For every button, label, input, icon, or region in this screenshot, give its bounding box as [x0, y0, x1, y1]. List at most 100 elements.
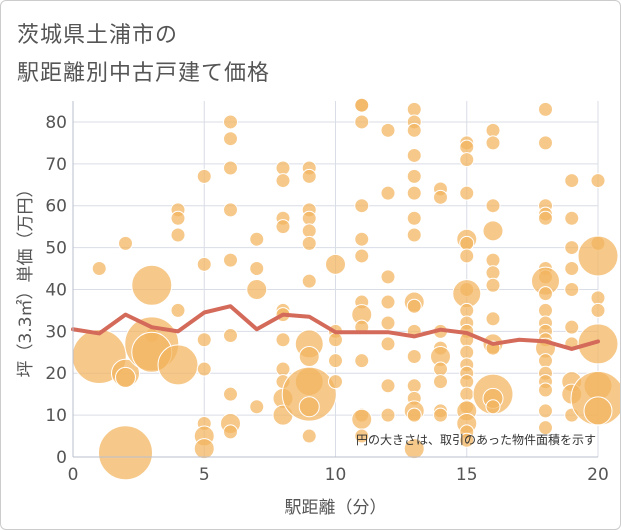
- scatter-bubble: [380, 336, 396, 352]
- scatter-bubble: [354, 248, 370, 264]
- scatter-bubble: [564, 319, 580, 335]
- y-axis-title: 坪（3.3㎡）単価（万円）: [16, 180, 36, 377]
- scatter-bubble: [485, 122, 501, 138]
- y-tick-label: 40: [45, 280, 67, 300]
- scatter-bubble: [433, 374, 448, 390]
- scatter-bubble: [298, 345, 320, 367]
- scatter-bubble: [433, 189, 448, 205]
- scatter-bubble: [328, 353, 343, 369]
- scatter-bubble: [275, 173, 291, 189]
- chart-title-line-1: 茨城県土浦市の: [17, 23, 179, 48]
- scatter-bubble: [301, 168, 317, 184]
- scatter-bubble: [354, 231, 370, 247]
- scatter-bubble: [196, 361, 212, 377]
- x-tick-label: 15: [456, 465, 478, 485]
- scatter-bubble: [196, 168, 212, 184]
- scatter-bubble: [590, 173, 606, 189]
- axis-frame: [72, 101, 598, 458]
- scatter-bubble: [485, 252, 501, 268]
- scatter-bubble: [118, 235, 133, 251]
- bubble-layer: [71, 97, 620, 481]
- scatter-bubble: [459, 302, 475, 318]
- scatter-bubble: [485, 277, 501, 293]
- scatter-bubble: [577, 323, 619, 365]
- scatter-bubble: [223, 252, 238, 268]
- scatter-bubble: [249, 261, 265, 277]
- scatter-bubble: [91, 261, 107, 277]
- scatter-bubble: [301, 428, 317, 444]
- scatter-bubble: [433, 361, 448, 377]
- scatter-bubble: [246, 278, 268, 300]
- scatter-bubble: [564, 281, 580, 297]
- x-tick-label: 10: [325, 465, 347, 485]
- scatter-bubble: [351, 408, 373, 430]
- scatter-bubble: [380, 315, 396, 331]
- scatter-bubble: [301, 273, 317, 289]
- x-axis-title: 駅距離（分）: [285, 498, 387, 518]
- average-line-layer: [71, 304, 600, 351]
- scatter-bubble: [564, 173, 580, 189]
- scatter-bubble: [249, 231, 265, 247]
- scatter-bubble: [170, 302, 186, 318]
- scatter-bubble: [406, 348, 422, 364]
- scatter-bubble: [459, 386, 475, 402]
- x-tick-label: 5: [199, 465, 210, 485]
- scatter-bubble: [115, 366, 136, 388]
- scatter-bubble: [281, 366, 337, 422]
- scatter-bubble: [223, 202, 238, 218]
- scatter-bubble: [328, 374, 343, 390]
- scatter-bubble: [485, 399, 501, 415]
- scatter-bubble: [223, 131, 238, 147]
- scatter-bubble: [538, 403, 553, 419]
- scatter-bubble: [459, 235, 475, 251]
- scatter-bubble: [406, 378, 422, 394]
- y-tick-label: 10: [45, 406, 67, 426]
- scatter-bubble: [275, 332, 291, 348]
- scatter-bubble: [403, 438, 425, 460]
- scatter-bubble: [170, 227, 186, 243]
- scatter-bubble: [354, 428, 370, 444]
- scatter-bubble: [583, 396, 613, 426]
- scatter-bubble: [564, 240, 580, 256]
- scatter-bubble: [459, 344, 475, 360]
- scatter-bubble: [406, 147, 422, 163]
- x-tick-label: 20: [587, 465, 609, 485]
- scatter-bubble: [98, 425, 153, 481]
- y-tick-label: 30: [45, 322, 67, 342]
- scatter-bubble: [538, 135, 553, 151]
- tick-labels: 0 5 10 15 20 0 10 20 30 40 50 60 70 80: [45, 113, 608, 485]
- scatter-bubble: [223, 386, 238, 402]
- scatter-bubble: [577, 235, 619, 277]
- y-tick-label: 0: [56, 448, 67, 468]
- scatter-bubble: [328, 332, 343, 348]
- scatter-bubble: [459, 432, 475, 448]
- y-tick-label: 20: [45, 364, 67, 384]
- scatter-bubble: [459, 139, 475, 155]
- scatter-bubble: [325, 253, 346, 275]
- scatter-bubble: [406, 185, 422, 201]
- scatter-bubble: [485, 135, 501, 151]
- scatter-bubble: [301, 235, 317, 251]
- scatter-bubble: [459, 248, 475, 264]
- scatter-bubble: [406, 407, 422, 423]
- scatter-bubble: [301, 223, 317, 239]
- size-note: 円の大きさは、取引のあった物件面積を示す: [356, 432, 596, 447]
- scatter-bubble: [380, 378, 396, 394]
- scatter-bubble: [406, 122, 422, 138]
- scatter-bubble: [223, 328, 238, 344]
- scatter-bubble: [485, 311, 501, 327]
- scatter-bubble: [590, 302, 606, 318]
- scatter-bubble: [380, 294, 396, 310]
- y-tick-label: 50: [45, 239, 67, 259]
- scatter-bubble: [406, 227, 422, 243]
- scatter-bubble: [196, 256, 212, 272]
- scatter-bubble: [170, 210, 186, 226]
- scatter-bubble: [223, 160, 238, 176]
- scatter-bubble: [538, 382, 553, 398]
- scatter-bubble: [590, 290, 606, 306]
- scatter-bubble: [459, 374, 475, 390]
- scatter-bubble: [380, 269, 396, 285]
- x-tick-label: 0: [68, 465, 79, 485]
